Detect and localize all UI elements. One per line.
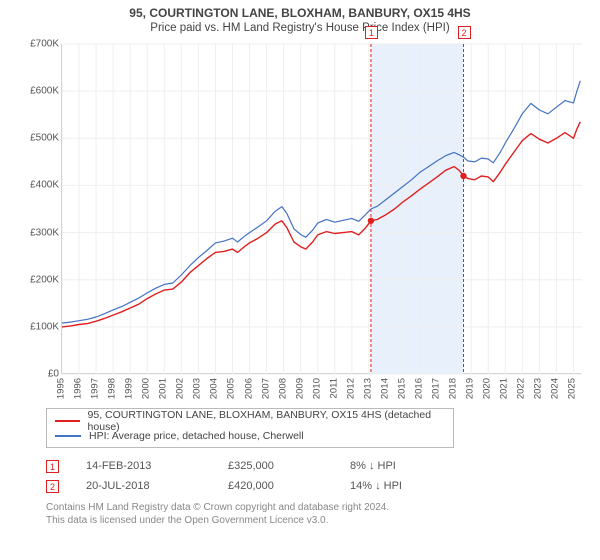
x-tick-label: 2007: [260, 378, 271, 399]
y-tick-label: £500K: [30, 133, 59, 144]
x-tick-label: 2017: [431, 378, 442, 399]
x-tick-label: 2022: [516, 378, 527, 399]
x-tick-label: 2004: [209, 378, 220, 399]
x-tick-label: 2009: [294, 378, 305, 399]
chart-marker-1: 1: [365, 26, 378, 39]
x-tick-label: 2001: [158, 378, 169, 399]
y-tick-label: £100K: [30, 321, 59, 332]
marker-badge-cell: 1: [46, 460, 86, 473]
x-tick-label: 2023: [533, 378, 544, 399]
x-tick-label: 1996: [73, 378, 84, 399]
x-tick-label: 2006: [243, 378, 254, 399]
x-tick-label: 1995: [56, 378, 67, 399]
x-tick-label: 2000: [141, 378, 152, 399]
x-tick-label: 1998: [107, 378, 118, 399]
footer-line-1: Contains HM Land Registry data © Crown c…: [46, 502, 590, 515]
footer-line-2: This data is licensed under the Open Gov…: [46, 515, 590, 528]
marker-badge-2: 2: [46, 480, 59, 493]
x-tick-label: 2008: [277, 378, 288, 399]
page-root: 95, COURTINGTON LANE, BLOXHAM, BANBURY, …: [0, 0, 600, 531]
y-axis: £0£100K£200K£300K£400K£500K£600K£700K: [17, 44, 61, 374]
y-tick-label: £400K: [30, 180, 59, 191]
x-tick-label: 2021: [499, 378, 510, 399]
x-tick-label: 2012: [345, 378, 356, 399]
page-title: 95, COURTINGTON LANE, BLOXHAM, BANBURY, …: [10, 6, 590, 20]
marker-badge-cell: 2: [46, 480, 86, 493]
marker-price-1: £325,000: [228, 460, 350, 472]
marker-pct-2: 14% ↓ HPI: [350, 480, 430, 492]
x-axis: 1995199619971998199920002001200220032004…: [61, 374, 581, 402]
x-tick-label: 1997: [90, 378, 101, 399]
x-tick-label: 2015: [396, 378, 407, 399]
marker-date-1: 14-FEB-2013: [86, 460, 228, 472]
x-tick-label: 2016: [414, 378, 425, 399]
plot-region: 12: [61, 44, 581, 374]
legend: 95, COURTINGTON LANE, BLOXHAM, BANBURY, …: [46, 408, 454, 448]
legend-label-hpi: HPI: Average price, detached house, Cher…: [89, 430, 304, 442]
marker-pct-1: 8% ↓ HPI: [350, 460, 430, 472]
marker-row-1: 1 14-FEB-2013 £325,000 8% ↓ HPI: [46, 456, 590, 476]
plot-svg: [62, 44, 582, 374]
legend-swatch-hpi: [55, 435, 81, 437]
marker-row-2: 2 20-JUL-2018 £420,000 14% ↓ HPI: [46, 476, 590, 496]
y-tick-label: £600K: [30, 86, 59, 97]
x-tick-label: 2003: [192, 378, 203, 399]
x-tick-label: 2019: [465, 378, 476, 399]
x-tick-label: 2024: [550, 378, 561, 399]
legend-row-subject: 95, COURTINGTON LANE, BLOXHAM, BANBURY, …: [55, 413, 445, 428]
x-tick-label: 2018: [448, 378, 459, 399]
x-tick-label: 2011: [328, 378, 339, 398]
chart-area: £0£100K£200K£300K£400K£500K£600K£700K 12…: [17, 44, 583, 402]
page-subtitle: Price paid vs. HM Land Registry's House …: [10, 22, 590, 34]
marker-badge-1: 1: [46, 460, 59, 473]
y-tick-label: £200K: [30, 274, 59, 285]
x-tick-label: 2010: [311, 378, 322, 399]
y-tick-label: £700K: [30, 39, 59, 50]
legend-swatch-subject: [55, 420, 80, 422]
footer: Contains HM Land Registry data © Crown c…: [46, 502, 590, 527]
marker-date-2: 20-JUL-2018: [86, 480, 228, 492]
x-tick-label: 2020: [482, 378, 493, 399]
x-tick-label: 1999: [124, 378, 135, 399]
x-tick-label: 2005: [226, 378, 237, 399]
x-tick-label: 2025: [567, 378, 578, 399]
marker-table: 1 14-FEB-2013 £325,000 8% ↓ HPI 2 20-JUL…: [46, 456, 590, 496]
marker-price-2: £420,000: [228, 480, 350, 492]
title-block: 95, COURTINGTON LANE, BLOXHAM, BANBURY, …: [10, 6, 590, 34]
x-tick-label: 2013: [362, 378, 373, 399]
chart-marker-2: 2: [458, 26, 471, 39]
x-tick-label: 2014: [379, 378, 390, 399]
x-tick-label: 2002: [175, 378, 186, 399]
y-tick-label: £300K: [30, 227, 59, 238]
